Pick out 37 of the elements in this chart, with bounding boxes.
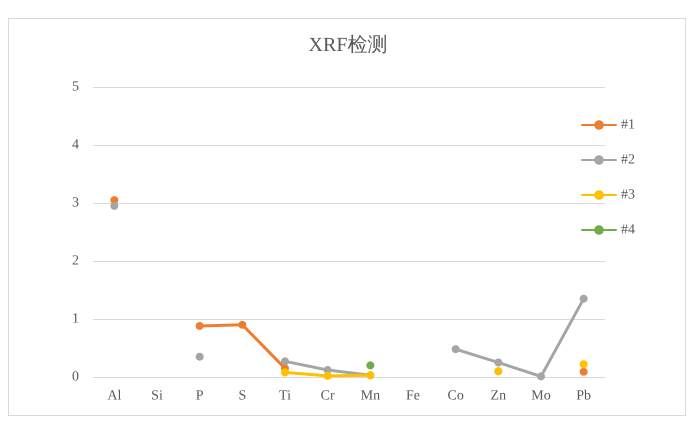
x-tick-label: Si: [151, 388, 163, 404]
legend-label: #3: [621, 188, 635, 202]
legend-label: #2: [621, 152, 635, 168]
x-tick-label: Zn: [490, 388, 506, 404]
y-tick-label: 5: [72, 80, 79, 94]
point: [281, 357, 289, 366]
point: [110, 202, 118, 210]
x-tick-label: Al: [107, 388, 122, 404]
point: [580, 368, 588, 376]
legend-label: #4: [621, 222, 635, 238]
y-tick-label: 4: [72, 138, 79, 152]
point: [238, 320, 246, 329]
x-tick-label: Mo: [531, 388, 551, 404]
point: [281, 368, 289, 376]
point: [580, 294, 588, 303]
x-tick-label: P: [196, 388, 204, 404]
point: [196, 322, 204, 330]
x-tick-label: Cr: [320, 388, 336, 404]
chart-title: XRF检测: [308, 34, 388, 56]
x-tick-label: S: [238, 388, 246, 404]
y-tick-label: 2: [72, 254, 79, 268]
point: [452, 345, 460, 354]
point: [366, 361, 374, 370]
x-tick-label: Pb: [576, 388, 592, 404]
y-tick-label: 0: [72, 370, 79, 384]
point: [580, 360, 588, 368]
x-tick-label: Mn: [360, 388, 380, 404]
point: [196, 352, 204, 361]
point: [494, 358, 502, 366]
x-tick-label: Fe: [406, 388, 420, 404]
point: [537, 372, 545, 380]
y-tick-label: 3: [72, 196, 79, 210]
point: [324, 372, 332, 380]
x-tick-label: Ti: [279, 388, 292, 404]
legend-label: #1: [621, 118, 635, 132]
x-tick-label: Co: [447, 388, 464, 404]
y-tick-label: 1: [72, 312, 79, 326]
